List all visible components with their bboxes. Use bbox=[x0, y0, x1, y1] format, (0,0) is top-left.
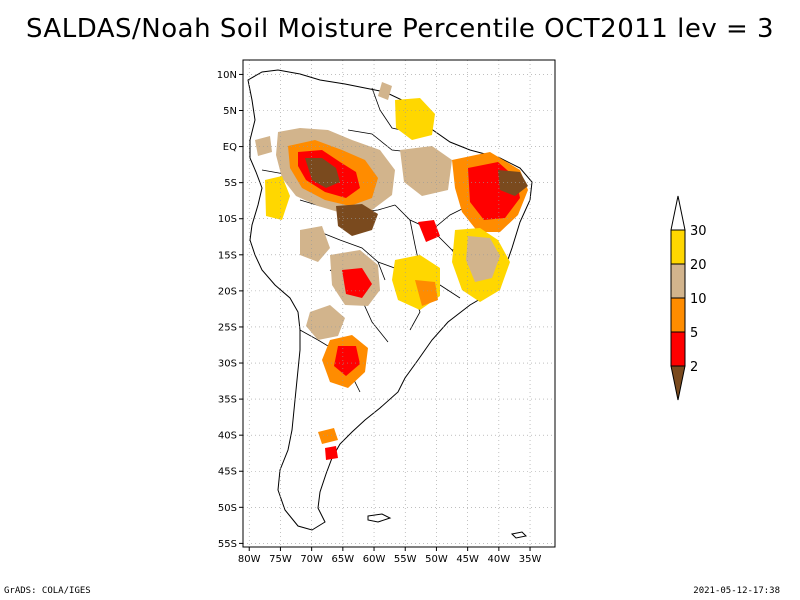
colorbar-label: 10 bbox=[690, 292, 707, 307]
colorbar-box bbox=[670, 263, 686, 299]
lat-tick-label: EQ bbox=[223, 142, 237, 153]
south-georgia bbox=[510, 531, 528, 539]
lat-tick-label: 40S bbox=[218, 431, 237, 442]
lat-tick-label: 30S bbox=[218, 359, 237, 370]
gridlines bbox=[243, 60, 555, 547]
lon-tick-label: 45W bbox=[456, 554, 479, 565]
lat-tick-label: 25S bbox=[218, 322, 237, 333]
lat-tick-label: 20S bbox=[218, 286, 237, 297]
lon-tick-label: 80W bbox=[238, 554, 261, 565]
lon-tick-label: 40W bbox=[488, 554, 511, 565]
map-title: SALDAS/Noah Soil Moisture Percentile OCT… bbox=[25, 14, 775, 44]
colorbar-label: 30 bbox=[690, 224, 707, 239]
lon-tick-label: 75W bbox=[269, 554, 292, 565]
lon-tick-label: 60W bbox=[363, 554, 386, 565]
colorbar-legend: 30 20 10 5 2 bbox=[670, 195, 707, 401]
colorbar-box bbox=[670, 297, 686, 333]
colorbar-label: 5 bbox=[690, 326, 698, 341]
falkland-islands bbox=[367, 513, 392, 523]
lat-tick-label: 45S bbox=[218, 467, 237, 478]
colorbar-box bbox=[670, 229, 686, 265]
lat-tick-label: 50S bbox=[218, 503, 237, 514]
lon-tick-label: 55W bbox=[394, 554, 417, 565]
lat-tick-label: 5S bbox=[224, 178, 237, 189]
colorbar-label: 2 bbox=[690, 360, 698, 375]
lon-tick-label: 35W bbox=[519, 554, 542, 565]
latitude-axis: 10N 5N EQ 5S 10S 15S 20S 25S 30S 35S 40S 45S 50S 55S bbox=[217, 70, 243, 550]
lat-tick-label: 5N bbox=[223, 106, 237, 117]
lat-tick-label: 55S bbox=[218, 539, 237, 550]
lat-tick-label: 35S bbox=[218, 395, 237, 406]
lat-tick-label: 10N bbox=[217, 70, 237, 81]
colorbar-box bbox=[670, 331, 686, 367]
colorbar-label: 20 bbox=[690, 258, 707, 273]
percentile-field bbox=[255, 82, 528, 460]
lat-tick-label: 10S bbox=[218, 214, 237, 225]
map-frame bbox=[242, 59, 556, 548]
longitude-axis: 80W 75W 70W 65W 60W 55W 50W 45W 40W 35W bbox=[238, 547, 542, 565]
lat-tick-label: 15S bbox=[218, 250, 237, 261]
lon-tick-label: 50W bbox=[425, 554, 448, 565]
south-america-landmass bbox=[247, 69, 533, 539]
colorbar-bottom-arrow bbox=[670, 365, 686, 401]
lon-tick-label: 70W bbox=[300, 554, 323, 565]
footer-timestamp: 2021-05-12-17:38 bbox=[693, 586, 780, 596]
lon-tick-label: 65W bbox=[332, 554, 355, 565]
footer-credit: GrADS: COLA/IGES bbox=[4, 586, 91, 596]
colorbar-top-arrow bbox=[670, 195, 686, 231]
